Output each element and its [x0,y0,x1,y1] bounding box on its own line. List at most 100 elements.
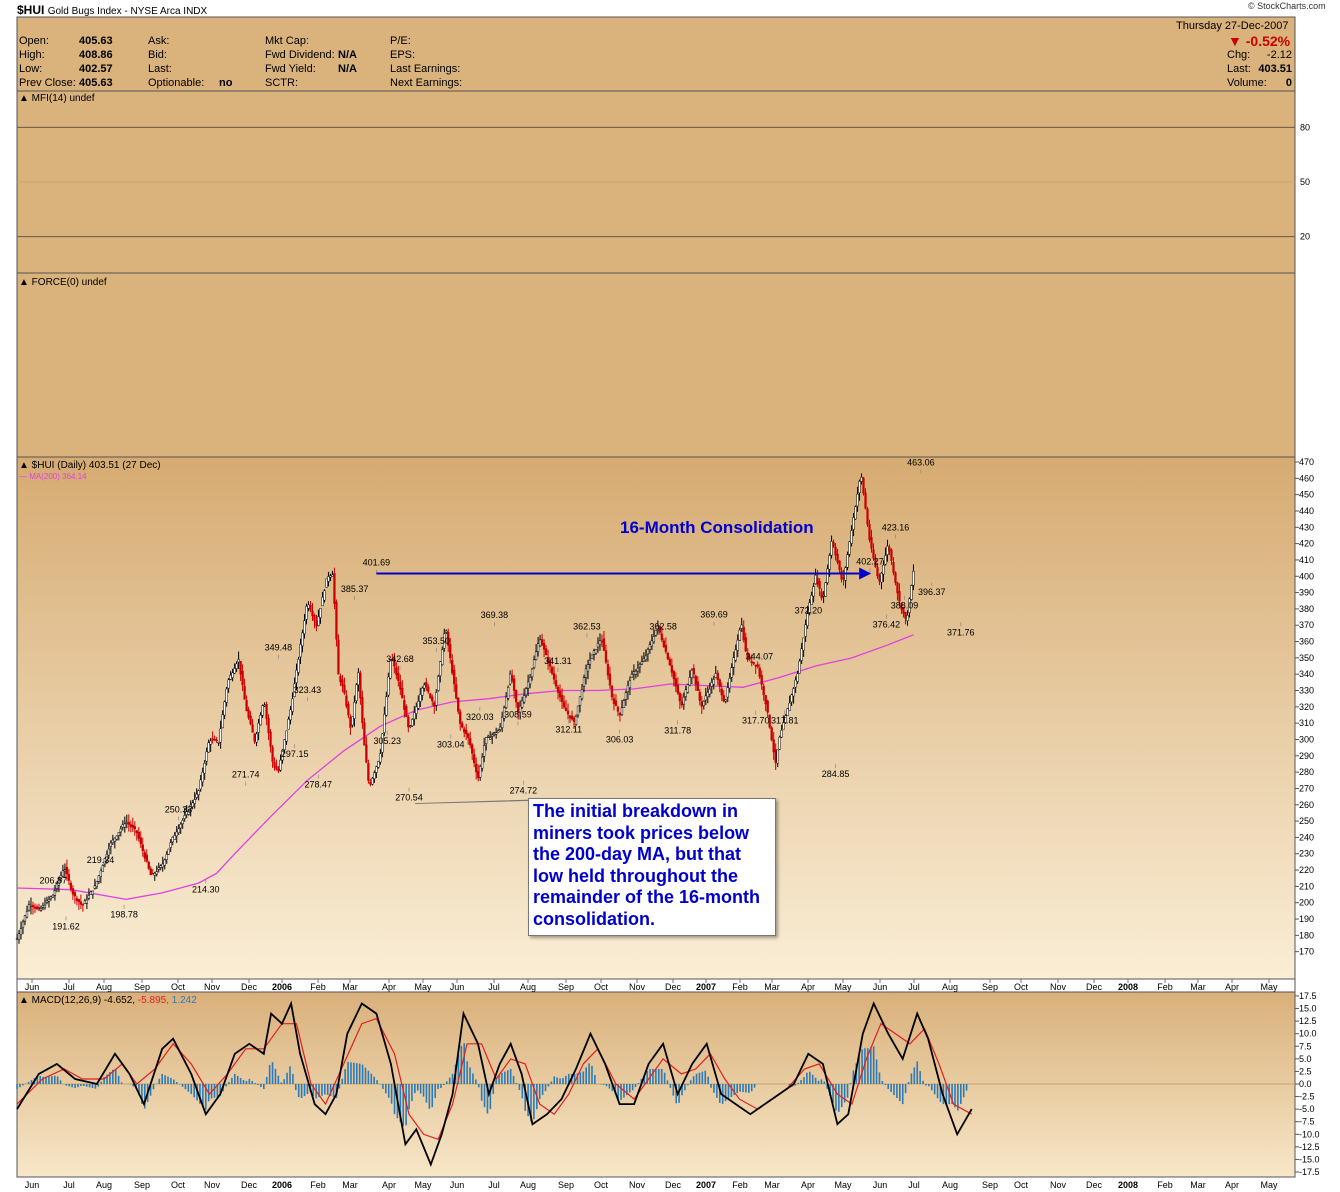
candle-body [674,678,677,687]
candle-body [335,601,338,640]
candle-body [574,716,578,725]
change-pct: ▼ -0.52% [1228,33,1291,49]
candle-body [824,582,827,597]
price-annotation: 341.31 [544,656,572,666]
macd-tick-label: 7.5 [1299,1041,1312,1051]
candle-body [47,898,51,902]
month-label-macd: Apr [1225,1180,1239,1190]
sctr-label: SCTR: [265,77,298,89]
candle-body [514,690,518,703]
price-series-label: ▲ $HUI (Daily) 403.51 (27 Dec) [19,460,161,471]
macd-tick-label: -7.5 [1299,1117,1315,1127]
candle-body [403,700,406,710]
price-annotation: 284.85 [822,769,850,779]
candle-body [31,905,35,908]
candle-body [590,654,594,659]
low-value: 402.57 [79,63,113,75]
candle-body [165,854,168,860]
candle-body [379,753,382,763]
candle-body [668,658,672,666]
candle-body [365,744,368,763]
candle-body [834,546,837,556]
high-value: 408.86 [79,49,113,61]
macd-tick-label: 0.0 [1299,1079,1312,1089]
candle-body [73,892,77,897]
candle-body [137,832,140,839]
candle-body [864,492,867,509]
candle-body [171,836,174,843]
candle-body [528,677,532,685]
candle-body [582,677,586,687]
candle-body [155,871,158,875]
candle-body [690,669,693,678]
price-annotation: 362.58 [649,621,677,631]
candle-body [836,553,839,563]
candle-body [822,595,825,597]
candle-body [714,673,717,678]
candle-body [682,696,685,705]
month-label-price: Feb [1157,982,1173,992]
month-label-price: Sep [134,982,150,992]
candle-body [469,737,472,746]
candle-body [732,657,735,668]
price-annotation: 250.33 [165,805,193,815]
candle-body [898,591,901,602]
candle-body [666,652,670,660]
candle-body [437,676,440,691]
macd-tick-label: -12.5 [1299,1142,1320,1152]
month-label-macd: 2007 [696,1180,716,1190]
candle-body [497,730,500,733]
candle-body [748,656,751,660]
candle-body [269,731,272,747]
candle-body [163,859,166,866]
month-label-macd: 2006 [272,1180,292,1190]
candle-body [451,659,454,674]
price-annotation: 388.09 [891,601,919,611]
candle-body [610,685,614,698]
candle-body [552,673,556,680]
candle-body [283,739,286,750]
candle-body [588,659,592,665]
price-tick-label: 230 [1299,849,1314,859]
candle-body [540,639,544,646]
candle-body [826,568,829,583]
month-label-price: Jun [450,982,465,992]
candle-body [17,933,21,940]
consolidation-label: 16-Month Consolidation [620,518,814,537]
candle-body [53,890,57,896]
candle-body [630,673,634,678]
candle-body [425,682,428,688]
macd-tick-label: -10.0 [1299,1129,1320,1139]
candle-body [443,633,446,649]
candle-body [393,658,396,667]
candle-body [558,690,562,698]
candle-body [794,679,797,688]
candle-body [526,681,530,689]
candle-body [648,644,652,650]
candle-body [187,810,190,815]
candle-body [143,852,146,859]
candle-body [832,542,835,547]
candle-body [351,716,354,726]
macd-tick-label: -5.0 [1299,1104,1315,1114]
candle-body [612,698,616,705]
candle-body [532,659,536,668]
candle-body [447,631,450,646]
candle-body [331,574,334,577]
candle-body [694,675,697,685]
candle-body [708,688,711,695]
month-label-price: Nov [1050,982,1067,992]
price-annotation: 344.07 [746,652,774,662]
candle-body [660,633,664,641]
candle-body [828,555,831,570]
candle-body [696,681,699,691]
candle-body [21,921,25,928]
candle-body [127,821,130,825]
candle-body [868,524,871,540]
candle-body [700,701,703,707]
candle-body [754,664,757,667]
price-annotation: 320.03 [466,712,494,722]
candle-body [664,644,668,652]
candle-body [99,870,103,877]
candle-body [878,575,881,582]
